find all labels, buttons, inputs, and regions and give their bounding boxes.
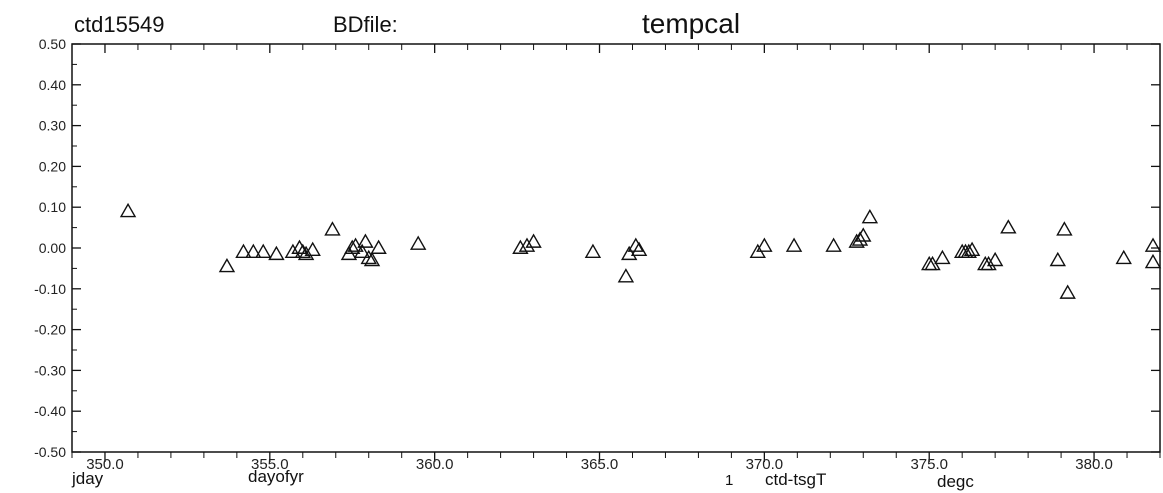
data-point-triangle <box>963 241 981 256</box>
data-point-triangle <box>304 241 321 256</box>
data-point-triangle <box>620 245 638 261</box>
y-axis-ticks: 0.50 0.40 0.30 0.20 0.10 0.00 -0.10 -0.20 -0.30 -… <box>34 36 1160 460</box>
x-tick-label: 370.0 <box>746 456 784 473</box>
y-tick-label: 0.30 <box>39 118 66 134</box>
x-tick-label: 365.0 <box>581 456 619 473</box>
x-axis-ticks: 350.0 355.0 360.0 365.0 370.0 375.0 380.0 <box>71 44 1161 473</box>
data-point-triangle <box>851 231 869 246</box>
data-point-triangle <box>785 237 803 252</box>
data-point-triangle <box>617 268 635 283</box>
data-point-triangle <box>353 243 371 259</box>
data-point-triangle <box>630 241 648 256</box>
data-point-triangle <box>512 239 529 254</box>
data-point-triangle <box>119 202 137 218</box>
data-point-triangle <box>370 239 387 254</box>
data-point-triangle <box>980 255 997 271</box>
data-point-triangle <box>1144 253 1162 269</box>
y-tick-label: 0.40 <box>39 77 66 93</box>
y-tick-label: -0.40 <box>34 403 66 419</box>
x-tick-label: 375.0 <box>910 456 948 473</box>
y-tick-label: -0.10 <box>34 281 66 297</box>
data-point-triangle <box>1059 284 1076 299</box>
data-point-triangle <box>360 249 377 265</box>
x-unit-label: jday <box>72 469 104 488</box>
data-point-triangle <box>627 237 644 252</box>
data-point-triangle <box>825 237 842 252</box>
x-tick-label: 360.0 <box>416 456 454 473</box>
data-point-triangle <box>1115 249 1132 265</box>
data-point-triangle <box>363 251 381 267</box>
y-unit-label: degc <box>937 472 974 491</box>
data-point-triangle <box>324 221 341 236</box>
data-point-triangle <box>1144 237 1162 252</box>
data-point-triangle <box>245 243 262 259</box>
data-point-triangle <box>986 251 1004 267</box>
chart-title: tempcal <box>642 8 741 39</box>
y-tick-label: 0.00 <box>39 240 66 256</box>
data-point-triangle <box>756 237 773 252</box>
data-point-triangle <box>344 239 361 254</box>
data-point-triangle <box>409 235 427 250</box>
data-point-triangle <box>518 237 536 252</box>
dataset-id-label: ctd15549 <box>74 12 165 37</box>
y-tick-label: 0.10 <box>39 199 66 215</box>
data-point-triangle <box>357 233 374 248</box>
y-tick-label: 0.20 <box>39 158 66 174</box>
data-point-triangle <box>268 245 285 261</box>
data-point-triangle <box>218 257 236 273</box>
data-point-triangle <box>1049 251 1067 267</box>
y-tick-label: 0.50 <box>39 36 66 52</box>
x-tick-label: 380.0 <box>1075 456 1113 473</box>
data-point-triangle <box>525 233 542 248</box>
x-tick-label: 355.0 <box>251 456 289 473</box>
data-point-triangle <box>934 249 951 265</box>
data-point-triangle <box>255 243 272 259</box>
data-points <box>119 202 1162 299</box>
data-point-triangle <box>297 245 315 261</box>
data-point-triangle <box>291 239 308 254</box>
data-point-triangle <box>1000 219 1017 234</box>
bdfile-label: BDfile: <box>333 12 398 37</box>
data-point-triangle <box>235 243 252 259</box>
y-tick-label: -0.30 <box>34 362 66 378</box>
x-axis-title: dayofyr <box>248 467 304 486</box>
plot-area-frame <box>71 43 1161 453</box>
data-point-triangle <box>861 208 879 224</box>
y-tick-label: -0.20 <box>34 322 66 338</box>
series-name: ctd-tsgT <box>765 470 827 489</box>
series-index: 1 <box>725 472 734 489</box>
data-point-triangle <box>284 243 302 259</box>
y-tick-label: -0.50 <box>34 444 66 460</box>
x-tick-label: 350.0 <box>86 456 124 473</box>
data-point-triangle <box>294 243 311 259</box>
data-point-triangle <box>584 243 602 259</box>
data-point-triangle <box>960 243 977 259</box>
data-point-triangle <box>1056 221 1073 236</box>
data-point-triangle <box>855 227 872 242</box>
